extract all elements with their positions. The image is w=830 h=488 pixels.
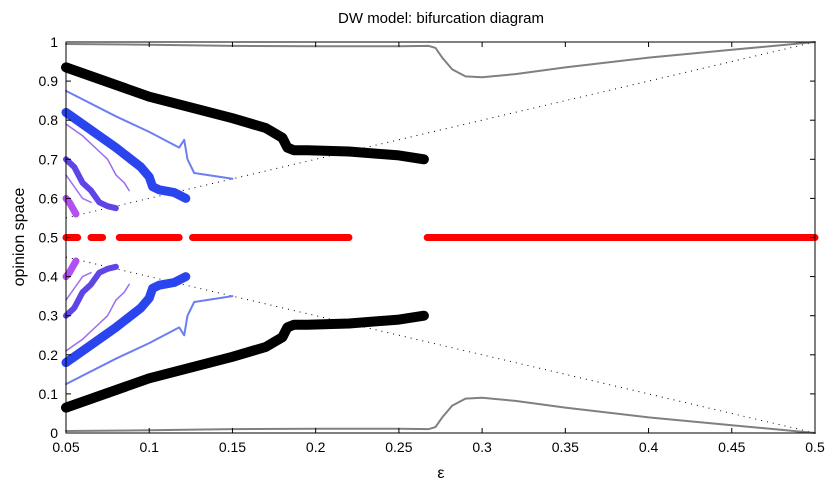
series-magenta-upper bbox=[62, 194, 80, 218]
x-tick-label: 0.25 bbox=[385, 439, 412, 455]
y-tick-label: 0.3 bbox=[39, 308, 59, 324]
series-indigo-upper bbox=[63, 156, 119, 212]
series-blue-thin-upper bbox=[65, 89, 234, 180]
y-tick-label: 0.8 bbox=[39, 112, 59, 128]
series-boundary-upper bbox=[65, 41, 816, 219]
x-tick-label: 0.3 bbox=[472, 439, 492, 455]
series-extreme-upper bbox=[65, 41, 816, 79]
series-blue-thick-upper bbox=[61, 107, 191, 203]
x-tick-label: 0.15 bbox=[219, 439, 246, 455]
x-tick-label: 0.5 bbox=[805, 439, 825, 455]
y-tick-label: 0.4 bbox=[39, 269, 59, 285]
y-tick-label: 0 bbox=[50, 425, 58, 441]
series-violet-thin-upper bbox=[65, 123, 130, 192]
series-layer bbox=[61, 41, 819, 434]
y-tick-label: 0.7 bbox=[39, 151, 59, 167]
y-tick-label: 0.6 bbox=[39, 190, 59, 206]
series-magenta-lower bbox=[62, 257, 80, 281]
series-major-upper bbox=[61, 62, 429, 165]
series-indigo-lower bbox=[63, 263, 119, 319]
series-violet-thin-lower bbox=[65, 283, 130, 352]
y-tick-label: 0.5 bbox=[39, 230, 59, 246]
series-purple-thin-lower bbox=[65, 271, 92, 301]
series-blue-thin-lower bbox=[65, 295, 234, 386]
series-blue-thick-lower bbox=[61, 272, 191, 368]
x-tick-label: 0.05 bbox=[52, 439, 79, 455]
x-tick-label: 0.35 bbox=[552, 439, 579, 455]
series-purple-thin-upper bbox=[65, 174, 92, 204]
x-axis-label: ε bbox=[437, 465, 444, 482]
y-tick-label: 0.1 bbox=[39, 386, 59, 402]
series-major-lower bbox=[61, 310, 429, 413]
series-extreme-lower bbox=[65, 396, 816, 434]
y-tick-label: 1 bbox=[50, 34, 58, 50]
y-tick-label: 0.9 bbox=[39, 73, 59, 89]
x-tick-label: 0.2 bbox=[306, 439, 326, 455]
x-tick-label: 0.1 bbox=[139, 439, 159, 455]
x-tick-label: 0.4 bbox=[639, 439, 659, 455]
chart-title: DW model: bifurcation diagram bbox=[338, 10, 544, 27]
x-tick-label: 0.45 bbox=[718, 439, 745, 455]
series-boundary-lower bbox=[65, 256, 816, 434]
tick-layer: 0.05 0.1 0.15 0.2 0.25 0.3 0.35 0.4 0.45 0.5 0 0.1 0… bbox=[39, 34, 825, 455]
y-axis-label: opinion space bbox=[11, 188, 28, 287]
y-tick-label: 0.2 bbox=[39, 347, 59, 363]
